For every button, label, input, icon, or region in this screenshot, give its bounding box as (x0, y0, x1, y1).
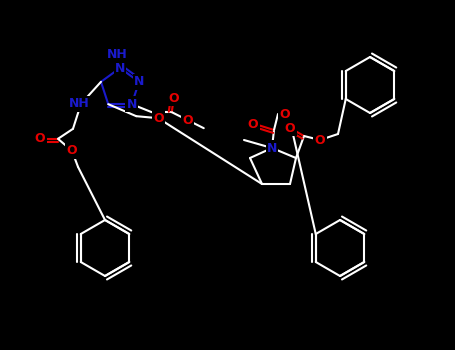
Text: O: O (35, 132, 46, 145)
Text: NH: NH (106, 48, 127, 61)
Text: O: O (248, 119, 258, 132)
Text: N: N (134, 75, 144, 88)
Text: O: O (67, 144, 77, 157)
Text: O: O (168, 92, 179, 105)
Text: N: N (267, 141, 277, 154)
Text: NH: NH (69, 97, 89, 110)
Text: O: O (153, 112, 163, 125)
Text: O: O (315, 133, 325, 147)
Text: O: O (280, 107, 290, 120)
Text: N: N (126, 98, 137, 111)
Text: O: O (182, 114, 193, 127)
Text: N: N (115, 62, 125, 75)
Text: O: O (285, 121, 295, 134)
